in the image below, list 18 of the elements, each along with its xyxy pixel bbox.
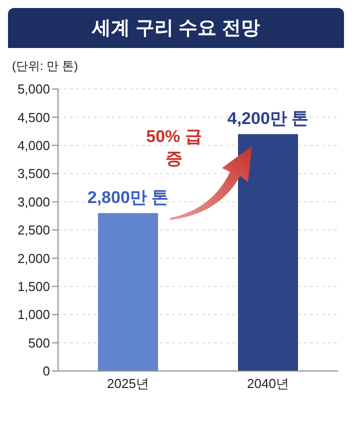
chart-title: 세계 구리 수요 전망	[8, 8, 344, 48]
y-tick-label: 3,500	[17, 166, 50, 182]
y-tick-label: 2,500	[17, 222, 50, 238]
y-tick-label: 1,500	[17, 279, 50, 294]
y-tick-label: 0	[42, 364, 50, 379]
y-tick-label: 3,000	[17, 194, 50, 210]
y-tick-label: 4,500	[17, 110, 50, 125]
y-tick-label: 4,000	[17, 138, 50, 154]
y-tick-label: 2,000	[17, 250, 50, 266]
y-tick-label: 1,000	[17, 307, 50, 322]
y-tick-label: 5,000	[17, 82, 50, 97]
chart-subtitle: (단위: 만 톤)	[11, 58, 79, 75]
data-label: 4,200만 톤	[227, 109, 309, 128]
x-tick-label: 2025년	[107, 376, 149, 392]
x-tick-label: 2040년	[247, 376, 289, 392]
data-label: 2,800만 톤	[87, 188, 169, 208]
y-tick-label: 500	[28, 335, 50, 350]
annotation: 50% 급증	[146, 126, 202, 170]
